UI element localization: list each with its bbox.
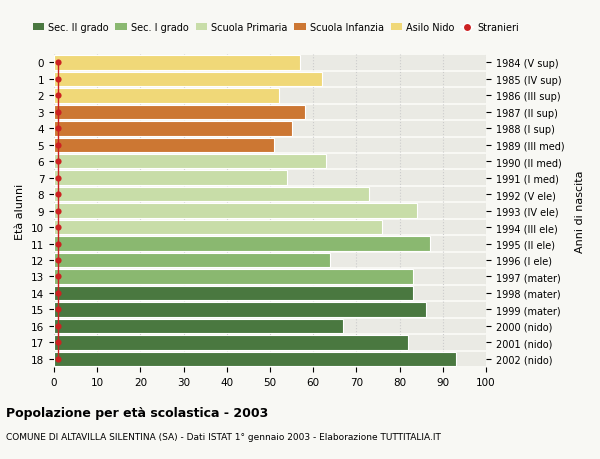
Point	[53, 224, 63, 231]
Bar	[54, 253, 486, 268]
Bar	[54, 269, 486, 284]
Bar	[54, 253, 331, 268]
Bar	[54, 269, 413, 284]
Bar	[54, 106, 486, 120]
Bar	[54, 336, 486, 350]
Point	[53, 355, 63, 363]
Bar	[54, 155, 326, 169]
Bar	[54, 171, 486, 185]
Bar	[54, 56, 486, 71]
Y-axis label: Anni di nascita: Anni di nascita	[575, 170, 586, 252]
Bar	[54, 73, 322, 87]
Text: COMUNE DI ALTAVILLA SILENTINA (SA) - Dati ISTAT 1° gennaio 2003 - Elaborazione T: COMUNE DI ALTAVILLA SILENTINA (SA) - Dat…	[6, 432, 441, 442]
Bar	[54, 220, 382, 235]
Point	[53, 339, 63, 346]
Bar	[54, 302, 486, 317]
Bar	[54, 138, 486, 153]
Bar	[54, 286, 486, 301]
Bar	[54, 237, 486, 251]
Bar	[54, 204, 486, 218]
Point	[53, 158, 63, 166]
Bar	[54, 122, 486, 136]
Bar	[54, 237, 430, 251]
Bar	[54, 106, 305, 120]
Bar	[54, 138, 274, 153]
Bar	[54, 286, 413, 301]
Bar	[54, 352, 486, 366]
Bar	[54, 302, 425, 317]
Bar	[54, 204, 417, 218]
Point	[53, 109, 63, 116]
Legend: Sec. II grado, Sec. I grado, Scuola Primaria, Scuola Infanzia, Asilo Nido, Stran: Sec. II grado, Sec. I grado, Scuola Prim…	[29, 19, 523, 37]
Point	[53, 174, 63, 182]
Point	[53, 191, 63, 198]
Point	[53, 273, 63, 280]
Bar	[54, 220, 486, 235]
Bar	[54, 336, 408, 350]
Bar	[54, 187, 486, 202]
Bar	[54, 187, 370, 202]
Bar	[54, 155, 486, 169]
Point	[53, 257, 63, 264]
Point	[53, 323, 63, 330]
Point	[53, 142, 63, 149]
Point	[53, 290, 63, 297]
Point	[53, 241, 63, 248]
Bar	[54, 352, 456, 366]
Point	[53, 207, 63, 215]
Point	[53, 306, 63, 313]
Bar	[54, 122, 292, 136]
Point	[53, 125, 63, 133]
Bar	[54, 89, 278, 103]
Text: Popolazione per età scolastica - 2003: Popolazione per età scolastica - 2003	[6, 406, 268, 419]
Bar	[54, 319, 486, 333]
Y-axis label: Età alunni: Età alunni	[16, 183, 25, 239]
Point	[53, 76, 63, 84]
Point	[53, 92, 63, 100]
Point	[53, 60, 63, 67]
Bar	[54, 89, 486, 103]
Bar	[54, 319, 343, 333]
Bar	[54, 171, 287, 185]
Bar	[54, 73, 486, 87]
Bar	[54, 56, 300, 71]
